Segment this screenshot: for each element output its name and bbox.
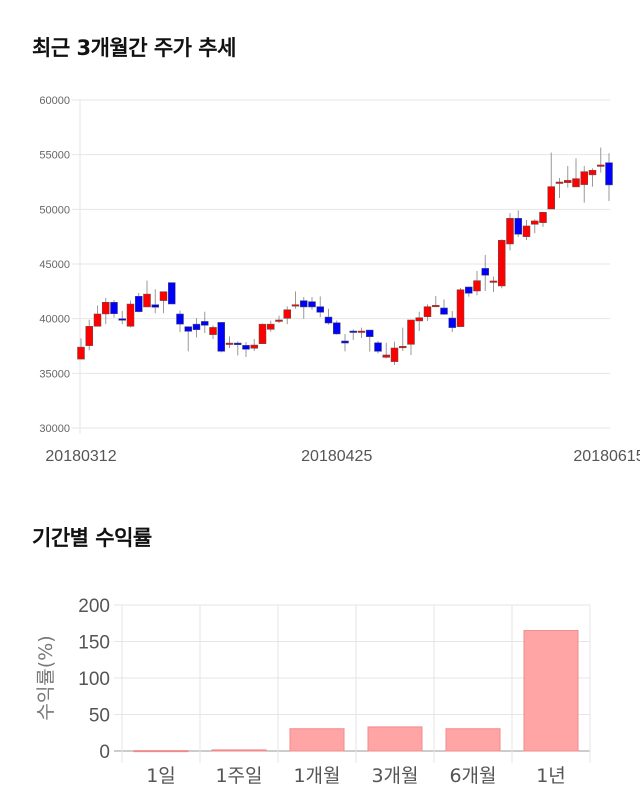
- candle-body: [275, 319, 283, 322]
- y-tick-label: 60000: [39, 95, 70, 107]
- return-bar: [211, 749, 267, 752]
- candle-body: [498, 240, 506, 287]
- y-tick-label: 150: [78, 633, 110, 654]
- x-tick-label: 3개월: [371, 765, 418, 787]
- y-tick-label: 50: [89, 706, 110, 727]
- candle-body: [357, 330, 366, 333]
- candle-body: [300, 300, 308, 308]
- candle-body: [555, 181, 564, 184]
- candle-body: [572, 178, 580, 188]
- candle-body: [399, 346, 407, 349]
- candle-body: [473, 280, 481, 292]
- candle-body: [308, 301, 316, 308]
- candle-body: [597, 164, 605, 167]
- x-tick-label: 1개월: [293, 765, 340, 787]
- candle-body: [242, 345, 250, 350]
- x-tick-label: 1일: [146, 765, 176, 787]
- candle-body: [143, 293, 151, 308]
- candle-body: [547, 186, 555, 210]
- candle-body: [539, 212, 547, 223]
- candle-body: [448, 317, 456, 328]
- candle-body: [110, 302, 118, 314]
- y-tick-label: 100: [78, 669, 110, 690]
- candle-body: [267, 323, 275, 330]
- candle-body: [85, 326, 93, 346]
- x-tick-label: 1년: [536, 765, 566, 787]
- candle-body: [506, 218, 514, 245]
- candle-body: [489, 280, 498, 283]
- candle-body: [440, 307, 448, 315]
- y-tick-label: 0: [99, 742, 110, 763]
- period-return-title: 기간별 수익률: [32, 526, 152, 550]
- candle-body: [349, 330, 357, 333]
- stock-trend-title: 최근 3개월간 주가 추세: [32, 36, 236, 60]
- candle-body: [192, 323, 201, 330]
- y-tick-label: 55000: [39, 150, 70, 162]
- candle-body: [258, 323, 267, 344]
- candle-body: [151, 304, 159, 308]
- candle-body: [481, 268, 489, 276]
- candle-body: [514, 218, 522, 235]
- candle-body: [456, 289, 465, 327]
- candlestick-chart: 30000 35000 40000 45000 50000 55000 60000 20180…: [39, 95, 640, 465]
- candle-body: [341, 340, 349, 344]
- candle-body: [291, 304, 300, 307]
- return-bar: [289, 728, 345, 752]
- candle-body: [168, 282, 176, 305]
- y-tick-label: 50000: [39, 204, 70, 216]
- return-bar: [367, 726, 423, 752]
- candle-body: [465, 286, 473, 294]
- candle-body: [283, 309, 291, 319]
- x-tick-label: 20180615: [573, 448, 640, 465]
- candle-body: [605, 162, 613, 186]
- candle-body: [407, 319, 415, 345]
- candle-body: [217, 322, 225, 352]
- candle-body: [209, 327, 217, 335]
- candle-body: [126, 303, 135, 327]
- candle-body: [135, 296, 143, 312]
- candle-body: [390, 347, 399, 362]
- candle-body: [588, 170, 597, 176]
- candle-body: [93, 313, 102, 327]
- candle-body: [564, 180, 572, 183]
- candle-body: [118, 318, 126, 321]
- candle-body: [77, 346, 85, 360]
- candle-body: [184, 326, 192, 332]
- candle-body: [374, 342, 382, 352]
- x-tick-label: 1주일: [215, 765, 262, 787]
- y-tick-label: 45000: [39, 259, 70, 271]
- candle-body: [225, 342, 234, 345]
- x-tick-label: 6개월: [449, 765, 496, 787]
- y-axis-label: 수익률(%): [35, 635, 57, 720]
- candle-body: [382, 354, 390, 358]
- y-tick-label: 200: [78, 596, 110, 617]
- candle-body: [102, 302, 110, 315]
- candle-body: [580, 171, 588, 185]
- candle-body: [324, 316, 333, 324]
- return-bar: [133, 750, 189, 753]
- candle-body: [415, 317, 423, 322]
- y-tick-label: 40000: [39, 314, 70, 326]
- candle-body: [531, 220, 539, 225]
- x-tick-label: 20180425: [301, 448, 372, 465]
- candle-body: [366, 329, 374, 337]
- candle-body: [522, 225, 531, 237]
- candle-body: [333, 322, 341, 335]
- candle-body: [423, 306, 432, 317]
- candle-body: [316, 306, 324, 313]
- y-tick-label: 30000: [39, 423, 70, 435]
- candle-body: [201, 321, 209, 326]
- return-bar: [523, 630, 579, 752]
- candle-body: [250, 344, 258, 349]
- x-tick-label: 20180312: [45, 448, 116, 465]
- return-bar: [445, 728, 501, 752]
- candle-body: [234, 342, 242, 345]
- candle-body: [432, 305, 440, 308]
- candle-body: [159, 291, 168, 301]
- y-tick-label: 35000: [39, 368, 70, 380]
- candle-body: [176, 313, 184, 325]
